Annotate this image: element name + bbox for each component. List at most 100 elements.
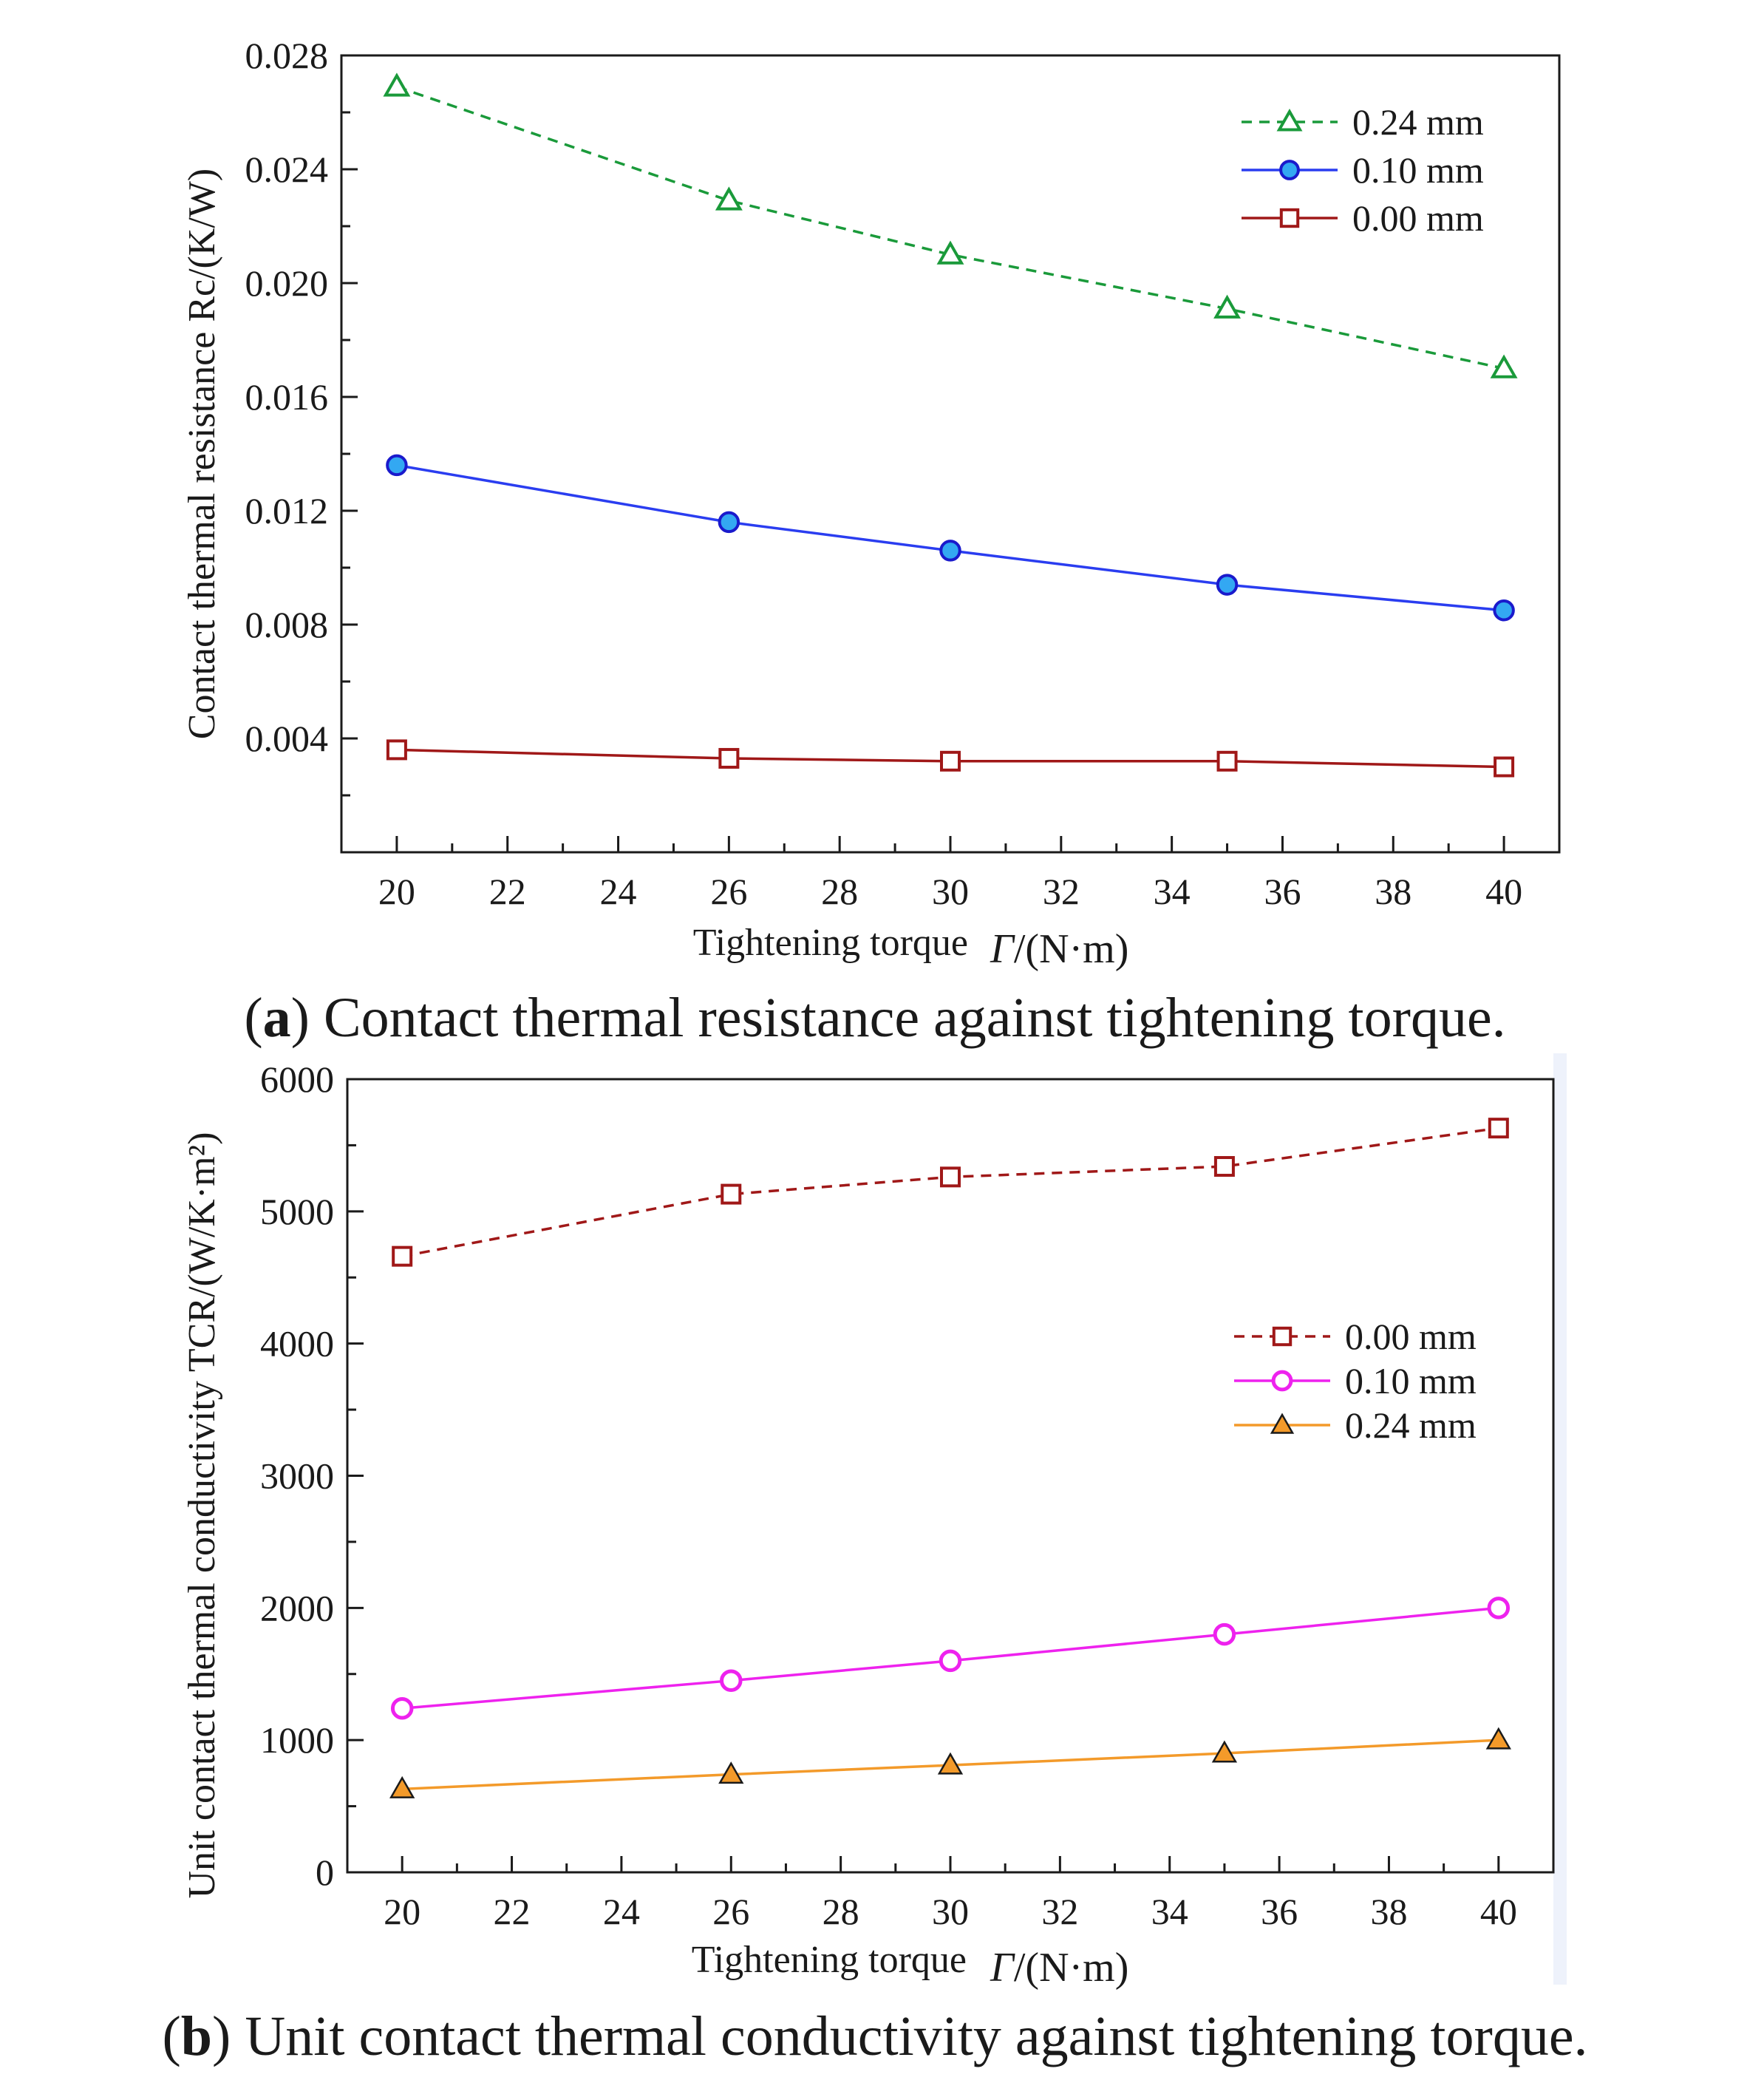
chart-b-minor-ticks: [347, 1143, 1445, 1872]
chart-a-x-tick-label: 28: [821, 871, 858, 912]
caption-a-text: Contact thermal resistance against tight…: [310, 987, 1506, 1049]
chart-a-x-tick-label: 34: [1154, 871, 1191, 912]
chart-a-legend-marker: [1279, 160, 1300, 180]
chart-b-data-point: [1487, 1597, 1511, 1620]
chart-a-legend-label: 0.10 mm: [1352, 149, 1484, 191]
chart-a-legend: 0.24 mm 0.10 mm 0.00 mm: [1242, 101, 1484, 239]
chart-a-x-tick-label: 38: [1375, 871, 1411, 912]
chart-b-x-tick-label: 36: [1261, 1891, 1298, 1932]
chart-a-x-tick-label: 24: [600, 871, 637, 912]
chart-a-data-point: [1216, 574, 1239, 596]
chart-a-y-tick-label: 0.024: [245, 149, 329, 190]
chart-b-data-point: [1213, 1622, 1236, 1646]
chart-b-legend-marker: [1271, 1370, 1293, 1392]
chart-b-x-axis-unit: Γ/(N·m): [990, 1945, 1128, 1991]
chart-a-data-point: [1213, 294, 1241, 319]
chart-b-major-ticks: [347, 1078, 1500, 1874]
chart-b-legend-label: 0.10 mm: [1345, 1360, 1477, 1401]
chart-a-y-tick-label: 0.020: [245, 262, 329, 304]
caption-b-label: b: [181, 2005, 212, 2067]
chart-b-x-tick-label: 22: [494, 1891, 531, 1932]
chart-a-legend-label: 0.00 mm: [1352, 197, 1484, 239]
chart-a-y-tick-label: 0.028: [245, 35, 329, 76]
chart-a-data-point: [383, 72, 411, 97]
chart-b-legend-marker: [1270, 1413, 1295, 1434]
chart-b-x-tick-labels: 20 22 24 26 28 30 32 34 36 38 40: [384, 1891, 1517, 1932]
panel-b-right-strip: [1553, 1053, 1567, 1985]
chart-b-x-axis-unit-text: /(N·m): [1014, 1945, 1129, 1991]
chart-b-data-point: [1488, 1118, 1509, 1139]
chart-b-series: [389, 1118, 1511, 1798]
chart-b-y-tick-label: 1000: [260, 1719, 334, 1761]
chart-a-x-axis-symbol: Γ: [990, 926, 1015, 972]
chart-a-minor-ticks: [341, 111, 1450, 852]
chart-a-x-axis-title: Tightening torque: [693, 922, 968, 964]
chart-a-series-line-0: [396, 85, 1505, 370]
chart-a-x-tick-label: 36: [1264, 871, 1301, 912]
chart-b-legend-label: 0.00 mm: [1345, 1316, 1477, 1357]
chart-a-y-tick-label: 0.004: [245, 718, 329, 759]
chart-b-y-tick-label: 3000: [260, 1455, 334, 1497]
chart-b-x-tick-label: 26: [712, 1891, 749, 1932]
chart-a-y-tick-label: 0.016: [245, 376, 329, 418]
chart-a-legend-label: 0.24 mm: [1352, 101, 1484, 143]
chart-a-data-point: [386, 454, 408, 477]
chart-b-x-tick-label: 38: [1370, 1891, 1407, 1932]
chart-b-unit-contact-thermal-conductivity: 20 22 24 26 28 30 32 34 36 38 40 0 1000 2000 3000 4000…: [181, 1058, 1555, 1991]
chart-a-x-tick-labels: 20 22 24 26 28 30 32 34 36 38 40: [378, 871, 1522, 912]
chart-a-y-axis-title: Contact thermal resistance Rc/(K/W): [181, 169, 223, 739]
chart-a-data-point: [386, 739, 407, 761]
chart-b-x-tick-label: 34: [1151, 1891, 1188, 1932]
chart-a-x-axis-unit-text: /(N·m): [1014, 926, 1129, 972]
chart-a-data-point: [1494, 756, 1515, 778]
chart-b-y-tick-label: 6000: [260, 1058, 334, 1100]
chart-a-data-point: [940, 750, 961, 772]
chart-a-x-tick-label: 32: [1043, 871, 1080, 912]
chart-b-x-tick-label: 40: [1480, 1891, 1517, 1932]
chart-b-x-tick-label: 20: [384, 1891, 420, 1932]
chart-a-major-ticks: [341, 54, 1505, 852]
chart-a-y-tick-labels: 0.004 0.008 0.012 0.016 0.020 0.024 0.028: [245, 35, 329, 759]
chart-b-y-tick-label: 4000: [260, 1323, 334, 1364]
chart-b-data-point: [718, 1761, 744, 1784]
chart-b-legend: 0.00 mm0.10 mm0.24 mm: [1234, 1316, 1477, 1446]
caption-b-text: Unit contact thermal conductivity agains…: [231, 2005, 1587, 2067]
chart-b-data-point: [1211, 1740, 1238, 1763]
chart-b-data-point: [1213, 1156, 1235, 1177]
chart-b-y-tick-label: 5000: [260, 1191, 334, 1232]
chart-b-legend-marker: [1272, 1326, 1293, 1347]
chart-b-data-point: [940, 1166, 961, 1188]
chart-a-data-point: [718, 747, 740, 769]
chart-b-x-tick-label: 32: [1041, 1891, 1078, 1932]
chart-b-x-axis-symbol: Γ: [990, 1945, 1015, 1991]
chart-a-data-point: [939, 540, 961, 562]
caption-b: (b) Unit contact thermal conductivity ag…: [162, 2005, 1587, 2067]
chart-b-y-tick-label: 0: [316, 1852, 334, 1893]
chart-a-x-tick-label: 26: [710, 871, 747, 912]
chart-b-x-tick-label: 24: [603, 1891, 640, 1932]
chart-a-x-tick-label: 40: [1485, 871, 1522, 912]
chart-a-legend-marker: [1279, 208, 1300, 228]
chart-b-x-tick-label: 30: [932, 1891, 969, 1932]
chart-a-x-tick-label: 20: [378, 871, 415, 912]
chart-b-data-point: [1485, 1727, 1511, 1750]
chart-a-data-point: [718, 511, 740, 534]
caption-a-label: a: [263, 987, 291, 1049]
chart-a-x-tick-label: 30: [932, 871, 969, 912]
chart-a-x-tick-label: 22: [489, 871, 526, 912]
chart-a-data-point: [715, 186, 743, 211]
chart-b-data-point: [937, 1752, 964, 1775]
chart-a-y-tick-label: 0.008: [245, 604, 329, 645]
chart-a-data-point: [1493, 599, 1515, 622]
chart-b-y-tick-labels: 0 1000 2000 3000 4000 5000 6000: [260, 1058, 334, 1893]
caption-a: (a) Contact thermal resistance against t…: [244, 987, 1505, 1049]
chart-a-data-point: [1216, 750, 1238, 772]
chart-b-data-point: [721, 1183, 742, 1205]
chart-b-legend-label: 0.24 mm: [1345, 1404, 1477, 1446]
chart-b-x-tick-label: 28: [823, 1891, 859, 1932]
chart-b-data-point: [939, 1649, 962, 1673]
chart-b-y-axis-title: Unit contact thermal conductivity TCR/(W…: [181, 1132, 223, 1898]
chart-a-legend-marker: [1276, 108, 1303, 132]
chart-a-y-tick-label: 0.012: [245, 490, 329, 531]
